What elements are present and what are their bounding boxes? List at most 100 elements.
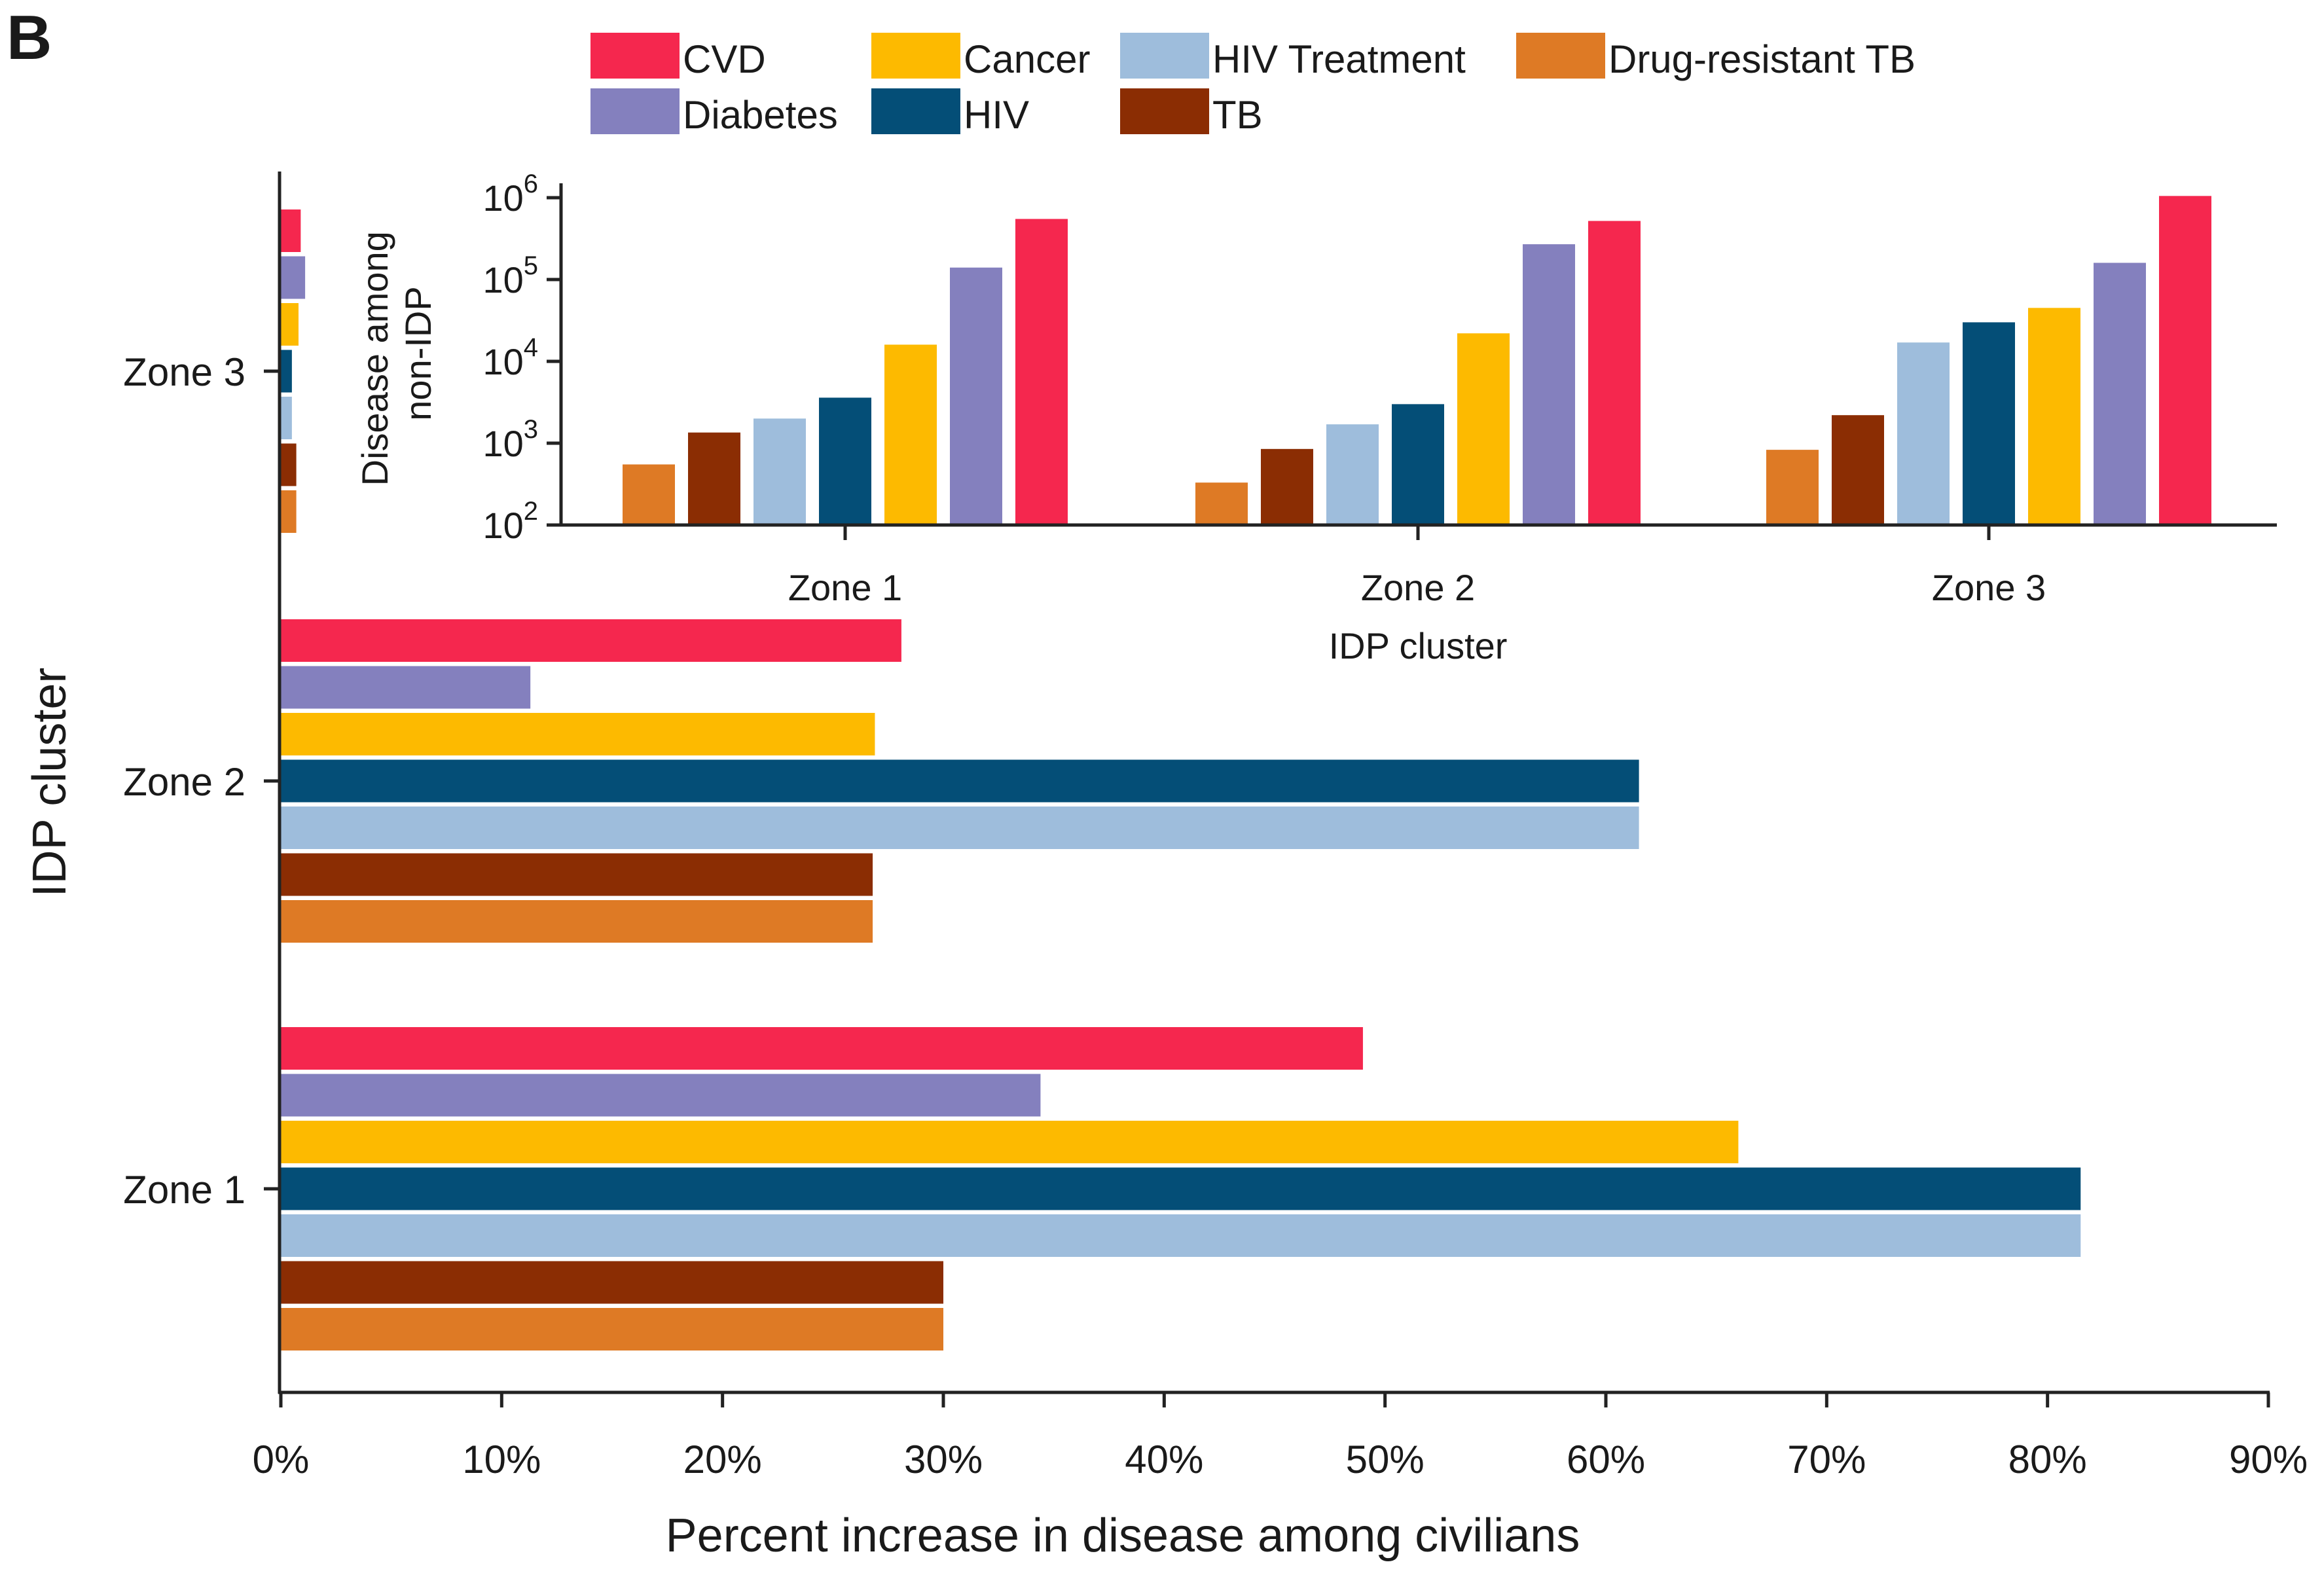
main-x-tick-label: 60%: [1567, 1438, 1645, 1481]
inset-x-tick-label-zone-3: Zone 3: [1932, 567, 2046, 608]
legend-label-hiv: HIV: [964, 93, 1029, 137]
legend-swatch-tb: [1120, 88, 1209, 134]
legend-swatch-diabetes: [590, 88, 680, 134]
inset-bar-zone-1-hiv-treatment: [753, 418, 806, 525]
inset-bar-zone-1-cvd: [1015, 219, 1068, 525]
legend: CVD Diabetes Cancer HIV HIV Treatment TB Drug-…: [590, 33, 1915, 137]
bar-zone-3-cvd: [281, 209, 301, 252]
legend-label-hiv-treatment: HIV Treatment: [1212, 37, 1466, 81]
bar-zone-1-drug-resistant-tb: [281, 1308, 943, 1350]
inset-bar-zone-3-tb: [1832, 415, 1884, 525]
bar-zone-3-hiv-treatment: [281, 397, 292, 439]
bar-zone-1-diabetes: [281, 1074, 1041, 1117]
inset-bar-zone-2-hiv-treatment: [1326, 424, 1379, 525]
inset-bar-zone-3-hiv-treatment: [1897, 342, 1950, 525]
legend-swatch-drug-resistant-tb: [1516, 33, 1605, 79]
main-x-tick-label: 50%: [1346, 1438, 1425, 1481]
inset-bar-zone-2-hiv: [1392, 404, 1444, 525]
bar-zone-3-drug-resistant-tb: [281, 490, 297, 533]
inset-bar-zone-1-hiv: [819, 397, 871, 525]
inset-bar-zone-3-drug-resistant-tb: [1766, 450, 1819, 525]
inset-y-tick-label: 102: [482, 497, 538, 546]
legend-label-tb: TB: [1212, 93, 1263, 137]
bar-zone-1-cvd: [281, 1027, 1363, 1070]
inset-x-tick-label-zone-2: Zone 2: [1361, 567, 1475, 608]
inset-x-ticks: Zone 1 Zone 2 Zone 3: [788, 525, 2046, 608]
main-x-tick-label: 40%: [1125, 1438, 1203, 1481]
bar-zone-3-tb: [281, 443, 297, 486]
main-x-tick-label: 30%: [904, 1438, 983, 1481]
inset-y-tick-label: 103: [482, 415, 538, 464]
bar-zone-1-tb: [281, 1261, 943, 1304]
bar-zone-1-cancer: [281, 1121, 1739, 1163]
main-x-tick-label: 90%: [2229, 1438, 2308, 1481]
inset-x-tick-label-zone-1: Zone 1: [788, 567, 902, 608]
legend-item-hiv: HIV: [871, 88, 1029, 137]
inset-y-axis-label: Disease among non-IDP: [354, 221, 439, 486]
inset-y-axis-label-line-1: Disease among: [354, 231, 395, 486]
inset-bar-zone-3-cancer: [2028, 308, 2080, 525]
legend-swatch-cancer: [871, 33, 960, 79]
inset-y-tick-label: 105: [482, 251, 538, 300]
main-x-tick-label: 0%: [253, 1438, 310, 1481]
bar-zone-3-cancer: [281, 303, 299, 346]
inset-bar-zone-2-tb: [1261, 448, 1313, 525]
inset-bars: [623, 196, 2211, 525]
bar-zone-2-tb: [281, 853, 873, 896]
legend-swatch-hiv: [871, 88, 960, 134]
inset-bar-zone-1-cancer: [884, 344, 937, 525]
bar-zone-2-cancer: [281, 713, 875, 755]
bar-zone-2-diabetes: [281, 666, 531, 709]
main-x-tick-label: 80%: [2008, 1438, 2087, 1481]
main-x-ticks: 0% 10% 20% 30% 40% 50% 60% 70% 80% 90%: [253, 1392, 2308, 1481]
bar-zone-1-hiv-treatment: [281, 1214, 2081, 1257]
inset-bar-zone-1-drug-resistant-tb: [623, 464, 675, 525]
legend-label-drug-resistant-tb: Drug-resistant TB: [1608, 37, 1915, 81]
inset-y-tick-label: 106: [482, 170, 538, 219]
main-y-tick-label-zone-1: Zone 1: [123, 1168, 245, 1212]
inset-bar-zone-3-diabetes: [2094, 263, 2146, 525]
panel-label: B: [7, 3, 52, 73]
bar-zone-3-hiv: [281, 350, 292, 393]
legend-item-drug-resistant-tb: Drug-resistant TB: [1516, 33, 1915, 81]
main-x-tick-label: 10%: [462, 1438, 541, 1481]
bar-zone-2-cvd: [281, 619, 901, 662]
bar-zone-2-drug-resistant-tb: [281, 900, 873, 943]
legend-label-diabetes: Diabetes: [683, 93, 838, 137]
inset-y-axis-label-line-2: non-IDP: [397, 286, 439, 420]
main-x-tick-label: 70%: [1787, 1438, 1866, 1481]
main-y-tick-label-zone-3: Zone 3: [123, 350, 245, 394]
main-x-tick-label: 20%: [683, 1438, 762, 1481]
legend-label-cancer: Cancer: [964, 37, 1090, 81]
main-y-tick-label-zone-2: Zone 2: [123, 760, 245, 804]
main-y-ticks: Zone 3 Zone 2 Zone 1: [123, 350, 280, 1212]
main-y-axis-label: IDP cluster: [24, 668, 76, 897]
legend-label-cvd: CVD: [683, 37, 766, 81]
main-bar-chart: 0% 10% 20% 30% 40% 50% 60% 70% 80% 90% Zone 3Zone…: [24, 172, 2308, 1562]
legend-item-diabetes: Diabetes: [590, 88, 838, 137]
inset-x-axis-label: IDP cluster: [1329, 625, 1508, 666]
inset-bar-zone-1-tb: [688, 432, 740, 525]
inset-bar-zone-1-diabetes: [950, 267, 1002, 525]
inset-bar-zone-2-cancer: [1457, 333, 1510, 525]
bar-zone-1-hiv: [281, 1167, 2081, 1210]
inset-bar-chart: 102 103 104 105 106 Zone 1 Zone 2 Zone 3 IDP c…: [354, 170, 2277, 666]
legend-item-tb: TB: [1120, 88, 1263, 137]
legend-swatch-hiv-treatment: [1120, 33, 1209, 79]
inset-bar-zone-3-cvd: [2159, 196, 2211, 525]
bar-zone-3-diabetes: [281, 256, 306, 299]
bar-zone-2-hiv: [281, 759, 1639, 803]
legend-swatch-cvd: [590, 33, 680, 79]
legend-item-cancer: Cancer: [871, 33, 1090, 81]
inset-y-ticks: 102 103 104 105 106: [482, 170, 561, 546]
main-bars: [281, 209, 2081, 1350]
inset-y-tick-label: 104: [482, 333, 538, 382]
inset-bar-zone-2-diabetes: [1523, 244, 1575, 525]
inset-bar-zone-2-drug-resistant-tb: [1195, 482, 1248, 525]
bar-zone-2-hiv-treatment: [281, 807, 1639, 849]
inset-bar-zone-2-cvd: [1588, 221, 1641, 525]
legend-item-cvd: CVD: [590, 33, 766, 81]
inset-bar-zone-3-hiv: [1963, 322, 2015, 525]
main-x-axis-label: Percent increase in disease among civili…: [666, 1510, 1580, 1562]
